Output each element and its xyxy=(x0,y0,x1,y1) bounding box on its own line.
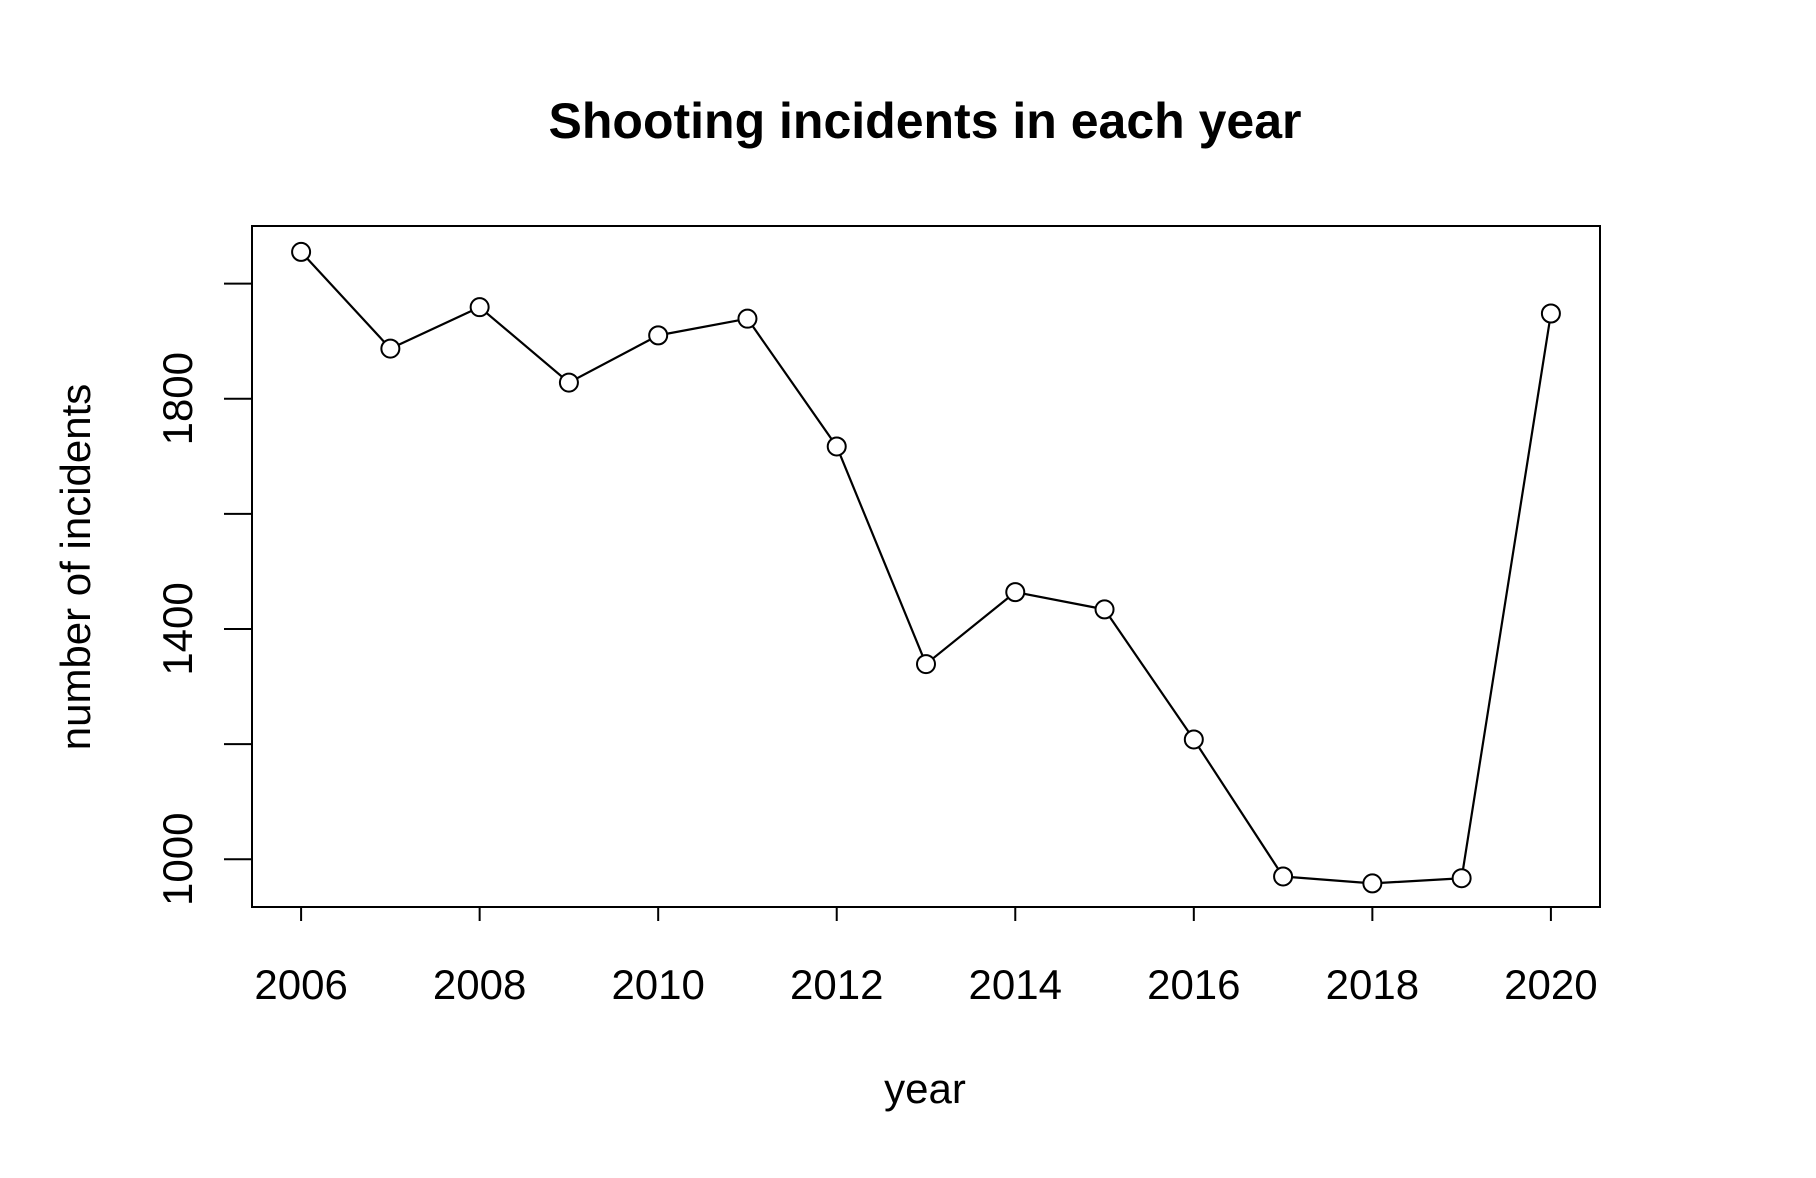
data-point xyxy=(648,325,669,346)
data-points xyxy=(291,241,1561,894)
x-tick-label: 2016 xyxy=(1147,961,1240,1008)
data-point xyxy=(1362,873,1383,894)
data-point xyxy=(291,241,312,262)
data-point xyxy=(1273,866,1294,887)
y-axis: 1000 1400 1800 xyxy=(154,282,252,906)
y-tick-label: 1400 xyxy=(154,582,201,675)
x-axis: 2006 2008 2010 2012 2014 2016 2018 2020 xyxy=(254,907,1598,1008)
plot-frame xyxy=(251,225,1601,908)
x-tick-label: 2012 xyxy=(790,961,883,1008)
data-point xyxy=(1005,582,1026,603)
x-tick-label: 2020 xyxy=(1504,961,1597,1008)
series-line-group xyxy=(300,251,1552,885)
x-tick-label: 2006 xyxy=(254,961,347,1008)
data-point xyxy=(469,297,490,318)
data-point xyxy=(1183,729,1204,750)
data-point xyxy=(737,308,758,329)
data-point xyxy=(1540,303,1561,324)
data-point xyxy=(1451,868,1472,889)
y-axis-label: number of incidents xyxy=(52,384,99,751)
x-tick-label: 2010 xyxy=(611,961,704,1008)
x-axis-label: year xyxy=(884,1065,966,1112)
x-tick-label: 2018 xyxy=(1326,961,1419,1008)
plot-area xyxy=(251,225,1601,908)
x-tick-label: 2008 xyxy=(433,961,526,1008)
y-tick-label: 1000 xyxy=(154,813,201,906)
data-point xyxy=(558,372,579,393)
series-line xyxy=(300,251,1552,885)
data-point xyxy=(380,338,401,359)
x-tick-label: 2014 xyxy=(969,961,1062,1008)
data-point xyxy=(1094,599,1115,620)
data-point xyxy=(826,436,847,457)
data-point xyxy=(916,654,936,675)
y-tick-label: 1800 xyxy=(154,352,201,445)
chart-title: Shooting incidents in each year xyxy=(549,93,1302,149)
